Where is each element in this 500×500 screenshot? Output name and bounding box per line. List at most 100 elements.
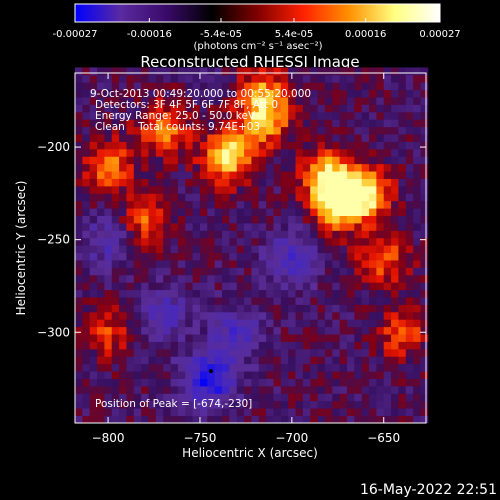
heatmap-cell [244, 163, 252, 172]
heatmap-cell [97, 378, 105, 387]
heatmap-cell [273, 97, 282, 105]
heatmap-cell [251, 223, 260, 231]
heatmap-cell [177, 400, 186, 409]
heatmap-cell [155, 82, 164, 91]
heatmap-cell [332, 341, 341, 350]
heatmap-cell [398, 393, 407, 402]
heatmap-cell [273, 134, 282, 142]
heatmap-cell [273, 111, 282, 120]
heatmap-cell [236, 185, 245, 194]
heatmap-cell [229, 82, 238, 91]
x-tick-label: −650 [367, 431, 400, 445]
heatmap-cell [405, 408, 414, 416]
heatmap-cell [376, 348, 385, 357]
heatmap-cell [192, 200, 201, 209]
heatmap-cell [126, 111, 135, 120]
heatmap-cell [413, 67, 421, 76]
heatmap-cell [119, 119, 127, 128]
heatmap-cell [361, 267, 370, 276]
heatmap-cell [398, 252, 407, 261]
heatmap-cell [266, 185, 274, 194]
heatmap-cell [199, 200, 208, 209]
heatmap-cell [288, 252, 296, 261]
heatmap-cell [251, 356, 260, 365]
heatmap-cell [104, 400, 113, 409]
heatmap-cell [222, 245, 230, 254]
heatmap-cell [170, 230, 179, 239]
heatmap-cell [104, 141, 113, 150]
heatmap-cell [111, 289, 120, 298]
heatmap-cell [332, 185, 341, 194]
heatmap-cell [207, 282, 216, 291]
heatmap-cell [398, 163, 407, 172]
heatmap-cell [288, 215, 296, 224]
heatmap-cell [75, 208, 83, 216]
heatmap-cell [266, 230, 274, 239]
heatmap-cell [369, 193, 377, 202]
heatmap-cell [324, 378, 333, 387]
heatmap-cell [133, 371, 142, 379]
heatmap-cell [177, 200, 186, 209]
heatmap-cell [339, 356, 348, 365]
heatmap-cell [177, 230, 186, 239]
heatmap-cell [383, 148, 392, 157]
heatmap-cell [214, 289, 223, 298]
heatmap-cell [170, 208, 179, 216]
heatmap-cell [398, 274, 407, 283]
heatmap-cell [229, 89, 238, 98]
heatmap-cell [89, 282, 98, 291]
heatmap-cell [192, 104, 201, 113]
heatmap-cell [310, 104, 318, 113]
heatmap-cell [133, 311, 142, 320]
heatmap-cell [361, 193, 370, 202]
heatmap-cell [185, 163, 194, 172]
heatmap-cell [420, 252, 429, 261]
heatmap-cell [413, 200, 421, 209]
heatmap-cell [119, 97, 127, 105]
heatmap-cell [273, 237, 282, 246]
heatmap-cell [295, 311, 304, 320]
heatmap-cell [420, 400, 429, 409]
heatmap-cell [420, 356, 429, 365]
heatmap-cell [214, 156, 223, 165]
heatmap-cell [420, 74, 429, 83]
heatmap-cell [383, 141, 392, 150]
heatmap-cell [420, 111, 429, 120]
heatmap-cell [310, 82, 318, 91]
heatmap-cell [332, 348, 341, 357]
heatmap-cell [82, 289, 91, 298]
heatmap-cell [383, 237, 392, 246]
heatmap-cell [75, 237, 83, 246]
heatmap-cell [133, 200, 142, 209]
heatmap-cell [339, 215, 348, 224]
heatmap-cell [207, 304, 216, 313]
heatmap-cell [236, 215, 245, 224]
heatmap-cell [280, 400, 289, 409]
heatmap-cell [207, 297, 216, 305]
heatmap-cell [339, 400, 348, 409]
heatmap-cell [376, 400, 385, 409]
heatmap-cell [383, 385, 392, 394]
heatmap-cell [141, 141, 149, 150]
heatmap-cell [244, 304, 252, 313]
heatmap-cell [346, 245, 355, 254]
heatmap-cell [222, 408, 230, 416]
heatmap-cell [376, 141, 385, 150]
heatmap-cell [229, 148, 238, 157]
heatmap-cell [229, 304, 238, 313]
heatmap-cell [104, 97, 113, 105]
heatmap-cell [413, 371, 421, 379]
heatmap-cell [391, 200, 399, 209]
heatmap-cell [391, 193, 399, 202]
heatmap-cell [163, 267, 171, 276]
heatmap-cell [75, 126, 83, 135]
heatmap-cell [324, 245, 333, 254]
heatmap-cell [163, 348, 171, 357]
heatmap-cell [354, 341, 363, 350]
heatmap-cell [346, 223, 355, 231]
heatmap-cell [244, 185, 252, 194]
heatmap-cell [192, 141, 201, 150]
heatmap-cell [170, 193, 179, 202]
heatmap-cell [75, 356, 83, 365]
heatmap-cell [413, 215, 421, 224]
